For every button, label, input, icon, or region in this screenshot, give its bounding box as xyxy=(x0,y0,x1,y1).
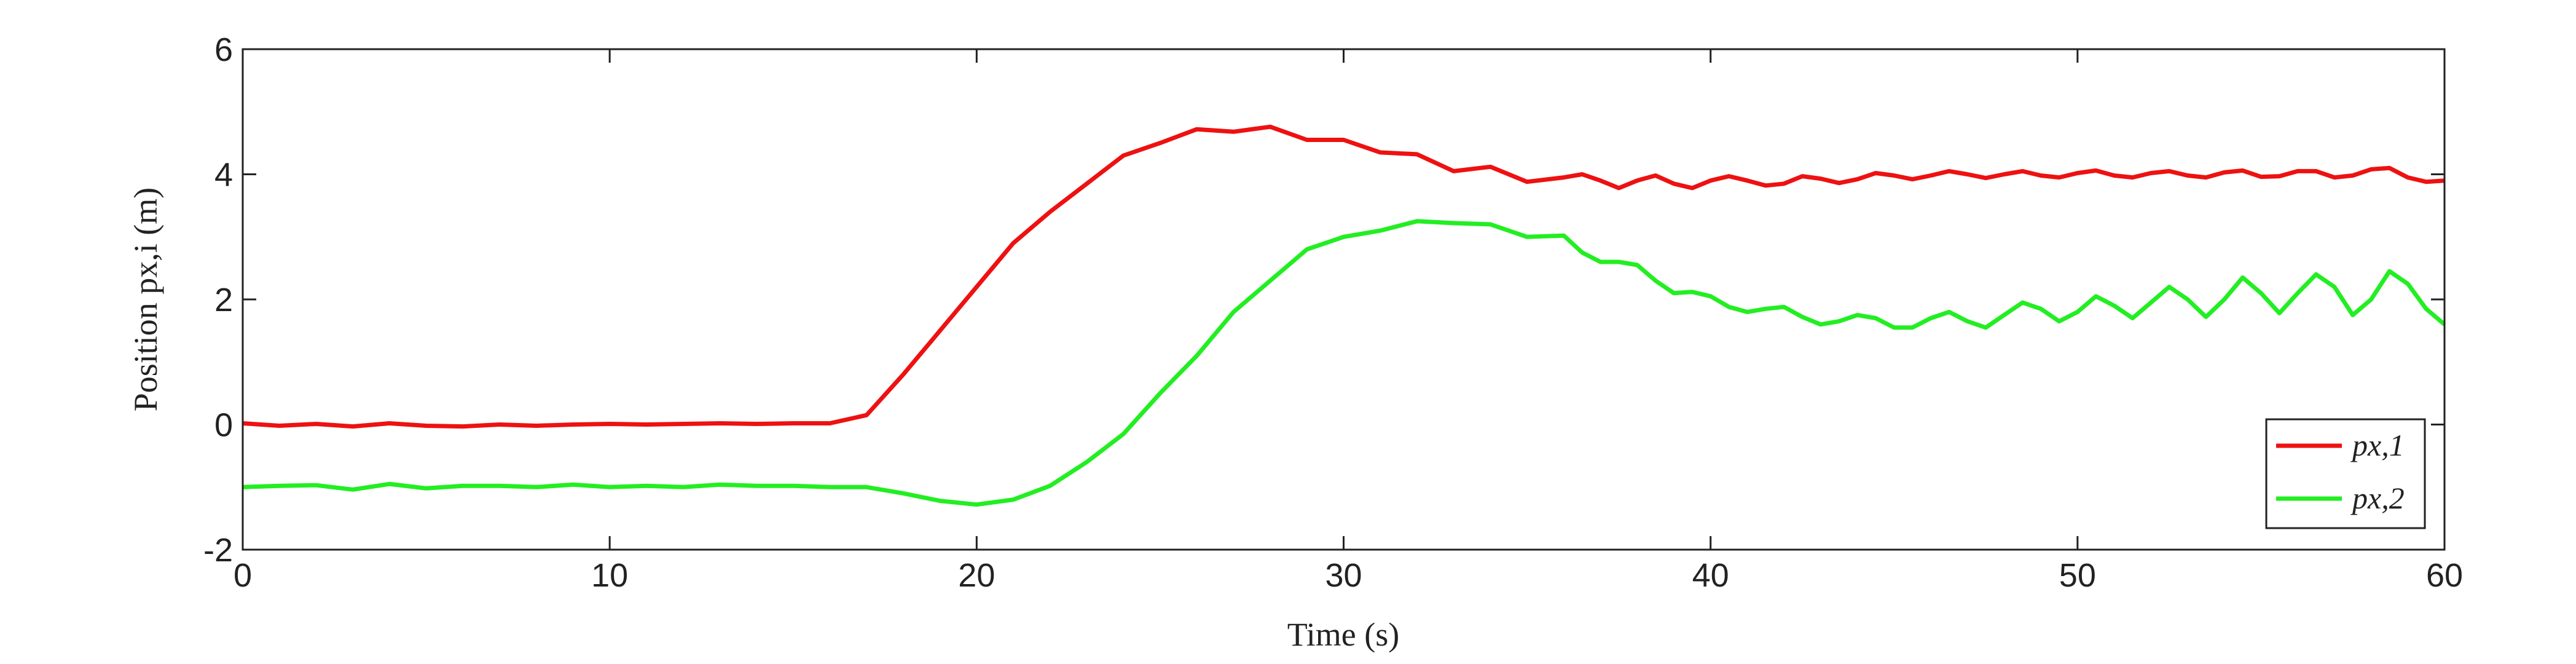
x-tick-label: 10 xyxy=(591,557,628,594)
x-axis-label: Time (s) xyxy=(1287,616,1400,653)
y-tick-label: -2 xyxy=(203,532,233,569)
x-tick-label: 20 xyxy=(958,557,995,594)
axes-box xyxy=(242,48,2446,551)
y-tick-label: 4 xyxy=(214,157,233,194)
x-tick-label: 40 xyxy=(1692,557,1729,594)
legend-label: px,2 xyxy=(2350,481,2405,515)
x-tick-label: 50 xyxy=(2059,557,2096,594)
x-tick-label: 30 xyxy=(1325,557,1362,594)
series-line xyxy=(242,219,2446,507)
y-tick-label: 0 xyxy=(214,407,233,444)
y-tick-label: 6 xyxy=(214,31,233,68)
x-tick-label: 60 xyxy=(2426,557,2463,594)
y-axis-label: Position px,i (m) xyxy=(127,188,164,412)
legend-label: px,1 xyxy=(2350,428,2405,462)
series-line xyxy=(242,124,2445,429)
legend-box xyxy=(2265,418,2426,529)
x-tick-label: 0 xyxy=(234,557,252,594)
y-tick-label: 2 xyxy=(214,282,233,318)
